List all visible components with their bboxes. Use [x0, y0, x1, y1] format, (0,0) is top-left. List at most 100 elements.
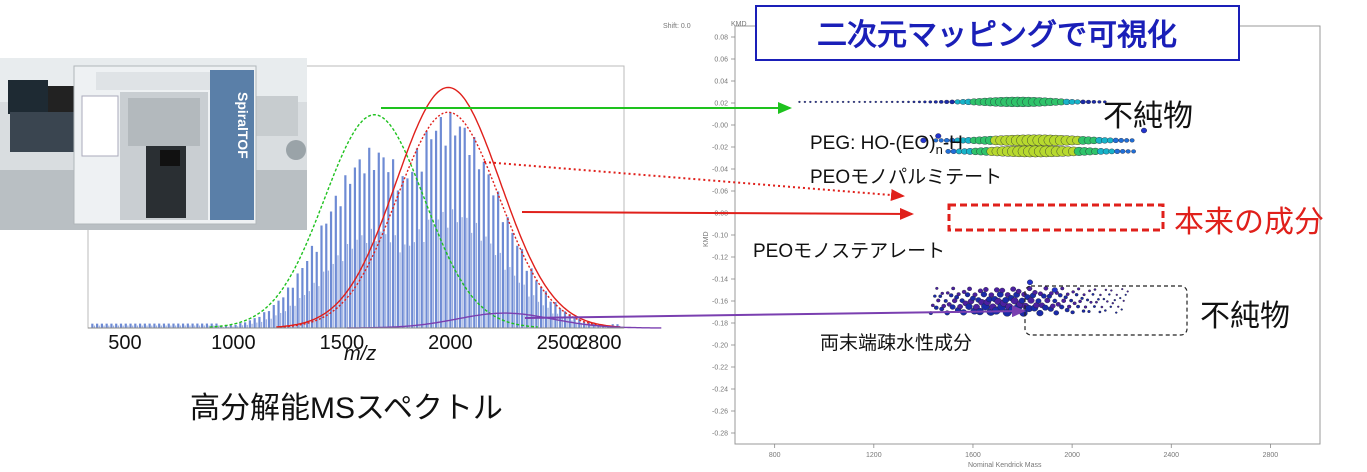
- kmd-y-tick: -0.22: [712, 365, 728, 372]
- arrow-purple: [524, 305, 1026, 319]
- kmd-point: [1124, 293, 1127, 296]
- kmd-point: [1092, 305, 1096, 308]
- kmd-plot-frame: [734, 25, 1321, 445]
- kmd-point: [1065, 292, 1070, 296]
- kmd-point: [912, 100, 916, 104]
- kmd-point: [1076, 287, 1081, 291]
- label-peo-palmitate: PEOモノパルミテート: [810, 167, 1002, 188]
- kmd-point: [1104, 288, 1108, 291]
- kmd-point: [1068, 99, 1076, 105]
- kmd-point: [1042, 304, 1049, 311]
- kmd-point: [1088, 289, 1091, 293]
- kmd-point: [1089, 300, 1093, 304]
- kmd-point: [1050, 303, 1056, 309]
- kmd-point: [943, 299, 948, 303]
- kmd-point: [1102, 297, 1106, 301]
- kmd-point: [1027, 297, 1035, 304]
- kmd-point: [1041, 293, 1047, 299]
- kmd-point: [944, 99, 950, 104]
- kmd-point: [880, 100, 883, 103]
- kmd-point: [1061, 298, 1067, 303]
- kmd-point: [814, 100, 818, 103]
- kmd-point: [1109, 305, 1113, 308]
- kmd-plot-panel: Shift: 0.0 KMD KMD Nominal Kendrick Mass…: [663, 21, 1321, 469]
- kmd-point: [1060, 286, 1065, 291]
- kmd-point: [1052, 298, 1058, 304]
- kmd-point: [1094, 300, 1098, 304]
- kmd-point: [951, 286, 956, 291]
- kmd-point: [923, 100, 927, 104]
- kmd-point: [1141, 127, 1148, 134]
- kmd-y-tick: -0.18: [712, 321, 728, 328]
- kmd-point: [1103, 100, 1107, 104]
- kmd-point: [1067, 304, 1072, 309]
- kmd-point: [983, 287, 989, 292]
- label-impurity-bottom: 不純物: [1200, 300, 1290, 333]
- spectrum-bars: [91, 112, 621, 328]
- kmd-point: [1069, 298, 1074, 303]
- hydrophobic-highlight-box: [1024, 285, 1188, 336]
- kmd-point: [1071, 290, 1075, 294]
- kmd-point: [961, 289, 967, 294]
- kmd-point: [1113, 299, 1116, 302]
- kmd-y-tick: -0.02: [712, 145, 728, 152]
- envelope-green: [209, 113, 538, 328]
- kmd-point: [938, 138, 944, 143]
- label-hydrophobic: 両末端疎水性成分: [820, 332, 972, 354]
- kmd-point: [938, 294, 943, 298]
- kmd-point: [936, 298, 941, 303]
- kmd-point: [874, 100, 878, 103]
- kmd-point: [1119, 297, 1122, 300]
- spectrum-x-tick: 2500: [537, 332, 582, 354]
- kmd-point: [1125, 149, 1131, 154]
- kmd-point: [1104, 309, 1107, 312]
- kmd-x-label: Nominal Kendrick Mass: [968, 462, 1042, 469]
- kmd-point: [988, 292, 995, 298]
- kmd-point: [901, 100, 905, 104]
- kmd-point: [1080, 99, 1086, 105]
- kmd-point: [972, 292, 978, 297]
- kmd-point: [933, 138, 939, 143]
- kmd-x-tick: 1600: [965, 452, 981, 459]
- envelope-purple: [347, 312, 662, 329]
- kmd-corner-label: KMD: [731, 21, 747, 28]
- kmd-point: [980, 291, 988, 298]
- kmd-y-tick: -0.26: [712, 409, 728, 416]
- spectrum-x-tick: 2000: [428, 332, 473, 354]
- kmd-point: [935, 133, 942, 139]
- arrow-red: [521, 207, 914, 220]
- kmd-y-tick: -0.24: [712, 387, 728, 394]
- connector-arrows: [381, 102, 1026, 319]
- kmd-point: [1111, 302, 1114, 305]
- kmd-point: [1043, 286, 1049, 291]
- kmd-point: [1129, 138, 1135, 143]
- kmd-point: [1064, 307, 1070, 313]
- kmd-point: [957, 304, 963, 310]
- spectrum-caption: 高分解能MSスペクトル: [190, 392, 503, 425]
- label-peg: PEG: HO-(EO)n-H: [810, 133, 963, 157]
- arrow-red-dotted: [483, 161, 905, 202]
- kmd-point: [1114, 148, 1121, 154]
- spectrum-x-tick: 1000: [211, 332, 256, 354]
- kmd-point: [1118, 137, 1124, 143]
- kmd-point: [949, 304, 956, 310]
- kmd-point: [830, 100, 834, 103]
- kmd-point: [852, 100, 856, 103]
- kmd-point: [858, 100, 861, 103]
- kmd-y-tick: -0.20: [712, 343, 728, 350]
- kmd-point: [847, 100, 850, 103]
- kmd-point: [1126, 290, 1129, 293]
- kmd-point: [930, 303, 935, 308]
- kmd-point: [869, 100, 872, 103]
- kmd-point: [1099, 293, 1102, 297]
- kmd-point: [803, 100, 807, 103]
- kmd-point: [1078, 299, 1082, 304]
- label-impurity-top: 不純物: [1103, 100, 1193, 133]
- kmd-point: [1115, 311, 1118, 314]
- spectrum-x-tick: 500: [108, 332, 141, 354]
- kmd-y-tick: -0.12: [712, 255, 728, 262]
- kmd-points: [798, 96, 1148, 317]
- kmd-point: [1081, 309, 1086, 313]
